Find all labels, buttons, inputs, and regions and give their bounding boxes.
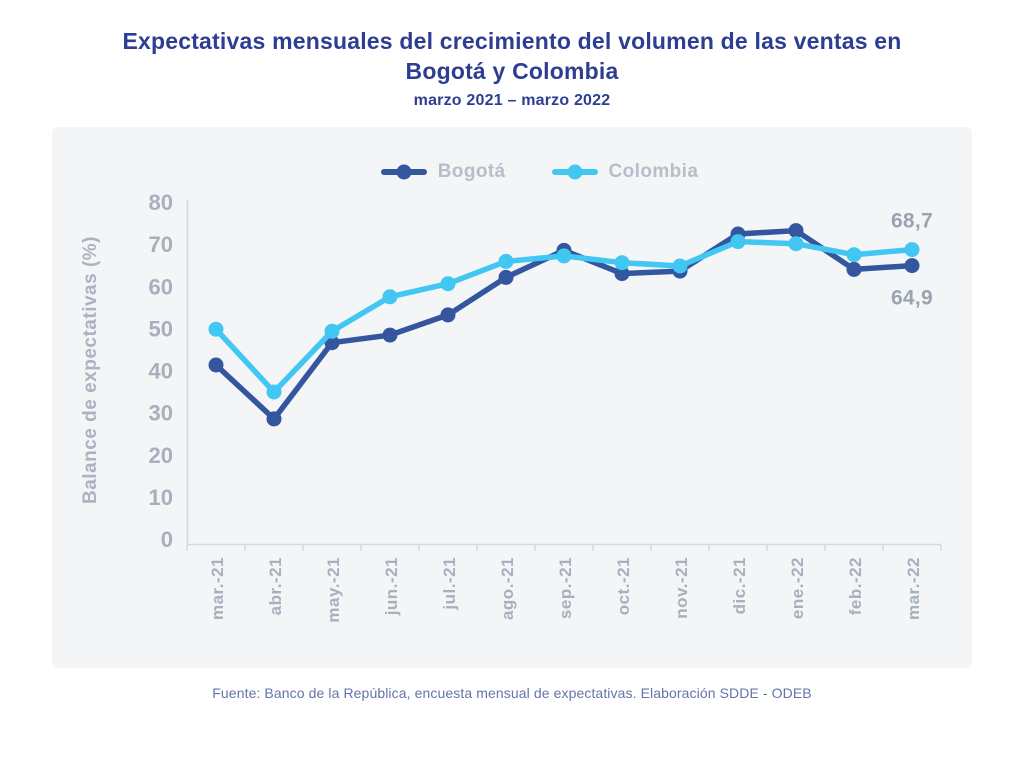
y-tick-label: 50 (149, 316, 173, 341)
chart-subtitle: marzo 2021 – marzo 2022 (413, 91, 611, 109)
y-tick-label: 40 (149, 358, 173, 383)
data-point-colombia-ago-21 (498, 253, 514, 269)
data-point-bogota-jun-21 (382, 327, 398, 343)
line-chart: 0 10 20 30 40 50 60 70 80 Balance de expectativas… (80, 190, 942, 623)
data-point-colombia-oct-21 (614, 254, 630, 270)
legend-dot-icon (396, 164, 412, 180)
data-point-bogota-abr-21 (266, 411, 282, 427)
chart-title: Expectativas mensuales del crecimiento d… (122, 28, 902, 85)
y-tick-label: 20 (149, 443, 173, 468)
legend-dot-icon (567, 164, 583, 180)
data-point-colombia-sep-21 (556, 248, 572, 264)
data-point-bogota-ago-21 (498, 269, 514, 285)
x-tick-label-sep-21: sep.-21 (556, 557, 575, 619)
x-tick-label-mar-22: mar.-22 (904, 557, 923, 620)
data-point-bogota-feb-22 (846, 261, 862, 277)
x-tick-label-feb-22: feb.-22 (846, 557, 865, 615)
end-label-colombia: 68,7 (891, 209, 933, 232)
data-point-bogota-ene-22 (788, 222, 804, 238)
source-note: Fuente: Banco de la República, encuesta … (212, 684, 812, 701)
data-point-bogota-jul-21 (440, 307, 456, 323)
data-point-colombia-nov-21 (672, 258, 688, 274)
legend-label-colombia: Colombia (608, 160, 699, 182)
legend-line-marker-bogota (380, 164, 427, 180)
end-label-bogota: 64,9 (891, 286, 933, 309)
x-tick-label-may-21: may.-21 (324, 557, 343, 623)
y-tick-label: 10 (149, 485, 173, 510)
data-point-colombia-mar-21 (208, 321, 224, 337)
legend-line-marker-colombia (551, 164, 598, 180)
y-axis-title: Balance de expectativas (%) (80, 236, 101, 504)
x-tick-label-jun-21: jun.-21 (382, 557, 401, 616)
legend-item-bogota: Bogotá (380, 160, 506, 183)
data-point-bogota-mar-21 (208, 357, 224, 373)
x-tick-label-mar-21: mar.-21 (208, 557, 227, 620)
y-tick-label: 0 (161, 527, 173, 552)
x-tick-label-ago-21: ago.-21 (498, 557, 517, 620)
x-tick-label-dic-21: dic.-21 (730, 557, 749, 614)
x-tick-label-ene-22: ene.-22 (788, 557, 807, 619)
y-tick-label: 60 (149, 274, 173, 299)
data-point-bogota-mar-22 (904, 257, 920, 273)
data-point-colombia-ene-22 (788, 235, 804, 251)
data-point-colombia-dic-21 (730, 233, 746, 249)
x-tick-label-nov-21: nov.-21 (672, 557, 691, 619)
data-point-colombia-jul-21 (440, 275, 456, 291)
data-point-bogota-oct-21 (614, 265, 630, 281)
page: Expectativas mensuales del crecimiento d… (0, 26, 1024, 770)
data-point-colombia-abr-21 (266, 384, 282, 400)
legend-item-colombia: Colombia (551, 160, 699, 183)
data-point-colombia-jun-21 (382, 289, 398, 305)
x-tick-label-abr-21: abr.-21 (266, 557, 285, 615)
x-tick-label-oct-21: oct.-21 (614, 557, 633, 615)
y-tick-label: 70 (149, 232, 173, 257)
data-point-colombia-feb-22 (846, 246, 862, 262)
y-tick-label: 80 (149, 190, 173, 215)
data-point-colombia-mar-22 (904, 241, 920, 257)
legend-label-bogota: Bogotá (437, 160, 506, 182)
y-tick-label: 30 (149, 400, 173, 425)
x-tick-label-jul-21: jul.-21 (440, 557, 459, 611)
series-line-colombia (213, 238, 915, 395)
data-point-colombia-may-21 (324, 323, 340, 339)
chart-panel: Bogotá Colombia 0 10 20 30 40 50 60 70 80 Balance… (52, 126, 972, 668)
legend: Bogotá Colombia (107, 161, 972, 183)
